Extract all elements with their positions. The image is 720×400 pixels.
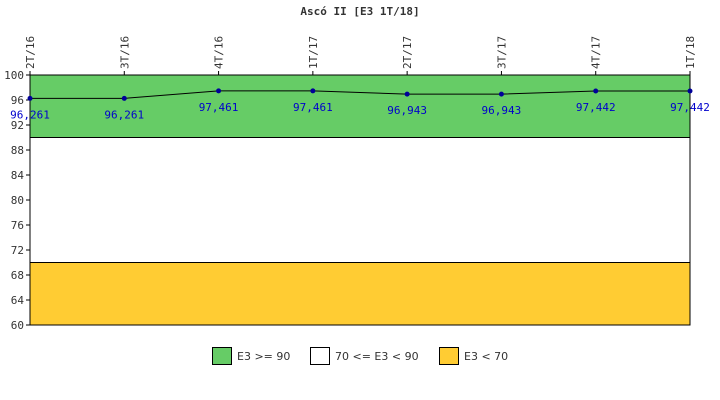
y-tick-label: 76	[11, 219, 24, 232]
legend-label: E3 >= 90	[237, 349, 291, 363]
legend-label: 70 <= E3 < 90	[335, 349, 419, 363]
y-tick-label: 64	[11, 294, 25, 307]
data-label: 97,442	[576, 101, 616, 114]
band-2	[29, 262, 691, 326]
y-tick-label: 60	[11, 319, 24, 332]
data-label: 97,442	[670, 101, 710, 114]
legend-item-white: 70 <= E3 < 90	[310, 345, 419, 367]
data-label: 96,261	[104, 108, 144, 121]
y-tick-label: 80	[11, 194, 24, 207]
y-tick-label: 92	[11, 119, 24, 132]
x-tick-label: 1T/18	[684, 36, 697, 69]
y-tick-label: 96	[11, 94, 24, 107]
y-tick-label: 88	[11, 144, 24, 157]
y-tick-label: 72	[11, 244, 24, 257]
series-line	[30, 90, 690, 99]
data-point	[593, 88, 599, 94]
data-label: 97,461	[293, 101, 333, 114]
data-point	[121, 95, 127, 101]
legend-label: E3 < 70	[464, 349, 509, 363]
x-tick-label: 2T/16	[24, 36, 37, 69]
data-point	[687, 88, 693, 94]
data-point	[404, 91, 410, 97]
x-tick-label: 4T/17	[590, 36, 603, 69]
band-0	[29, 74, 691, 138]
legend-swatch-yellow	[439, 347, 459, 365]
band-1	[29, 137, 691, 263]
legend-item-green: E3 >= 90	[212, 345, 290, 367]
data-label: 96,943	[387, 104, 427, 117]
data-label: 97,461	[199, 101, 239, 114]
legend-item-yellow: E3 < 70	[439, 345, 508, 367]
y-tick-label: 100	[4, 69, 24, 82]
chart: Ascó II [E3 1T/18] 60 64 68 72 76 80 84 88 92 96 1…	[4, 5, 710, 332]
data-label: 96,261	[10, 108, 50, 121]
data-point	[498, 91, 504, 97]
x-tick-label: 1T/17	[307, 36, 320, 69]
x-tick-label: 4T/16	[213, 36, 226, 69]
y-tick-label: 68	[11, 269, 24, 282]
x-tick-label: 3T/16	[118, 36, 131, 69]
legend-swatch-green	[212, 347, 232, 365]
legend-swatch-white	[310, 347, 330, 365]
chart-title: Ascó II [E3 1T/18]	[300, 5, 419, 18]
x-tick-label: 2T/17	[401, 36, 414, 69]
x-tick-label: 3T/17	[495, 36, 508, 69]
data-point	[27, 95, 33, 101]
legend: E3 >= 90 70 <= E3 < 90 E3 < 70	[0, 345, 720, 367]
data-point	[216, 88, 222, 94]
data-label: 96,943	[482, 104, 522, 117]
y-tick-label: 84	[11, 169, 25, 182]
data-point	[310, 88, 316, 94]
